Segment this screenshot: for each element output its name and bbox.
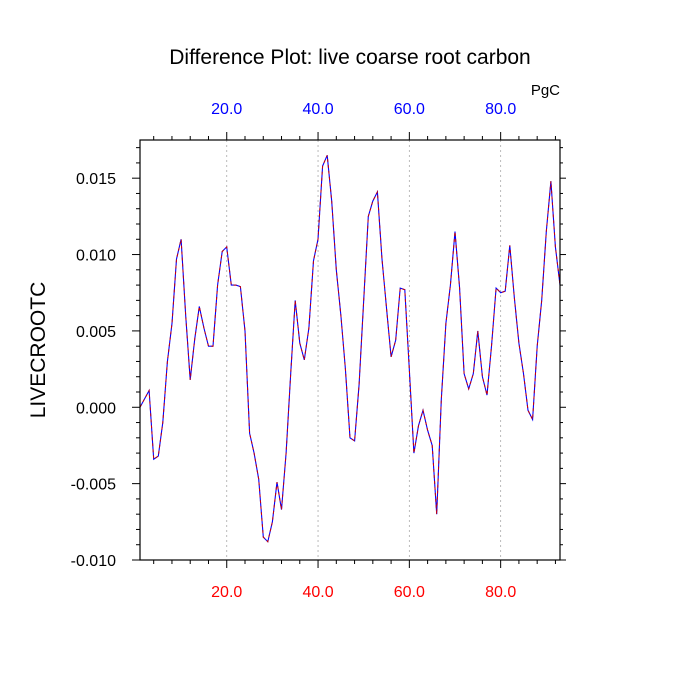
x-top-tick-label-2: 60.0 (394, 101, 425, 118)
x-bottom-tick-label-3: 80.0 (485, 584, 516, 601)
tick-labels: 20.0 40.0 60.0 80.0 20.0 40.0 60.0 80.0 -0.010 -0… (71, 101, 517, 601)
y-axis-label: LIVECROOTC (27, 282, 50, 419)
units-label: PgC (531, 82, 560, 99)
x-top-tick-label-1: 40.0 (302, 101, 333, 118)
axis-ticks (132, 132, 566, 568)
chart-title: Difference Plot: live coarse root carbon (169, 46, 530, 69)
series-lines (139, 155, 561, 543)
y-tick-label-3: 0.005 (76, 324, 116, 341)
y-tick-label-5: 0.015 (76, 171, 116, 188)
y-tick-label-4: 0.010 (76, 248, 116, 265)
x-top-tick-label-0: 20.0 (211, 101, 242, 118)
y-tick-label-1: -0.005 (71, 477, 116, 494)
series-line-0 (139, 155, 561, 543)
plot-frame (139, 139, 561, 561)
y-tick-label-2: 0.000 (76, 400, 116, 417)
x-top-tick-label-3: 80.0 (485, 101, 516, 118)
gridlines (226, 140, 502, 560)
y-tick-label-0: -0.010 (71, 553, 116, 570)
x-bottom-tick-label-2: 60.0 (394, 584, 425, 601)
x-bottom-tick-label-0: 20.0 (211, 584, 242, 601)
series-overlay-line-0 (139, 155, 561, 543)
x-bottom-tick-label-1: 40.0 (302, 584, 333, 601)
